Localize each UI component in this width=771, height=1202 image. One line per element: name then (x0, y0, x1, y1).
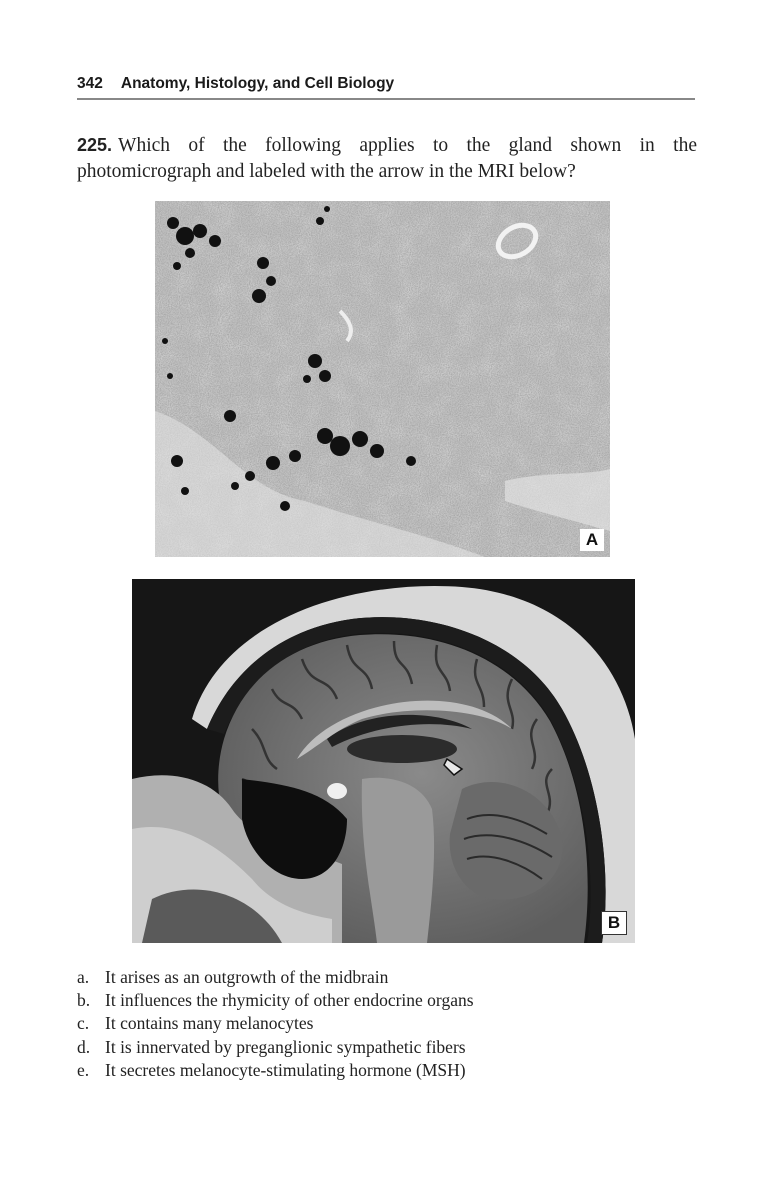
figure-a-label: A (580, 529, 604, 551)
mri-image (132, 579, 635, 943)
header-rule (77, 98, 695, 100)
option-letter: b. (77, 990, 91, 1011)
option-letter: e. (77, 1059, 90, 1080)
question-text: Which of the following applies to the gl… (77, 135, 697, 182)
option-text: It contains many melanocytes (105, 1013, 314, 1034)
photomicrograph-image (155, 201, 610, 557)
answer-option[interactable]: d. It is innervated by preganglionic sym… (77, 1036, 697, 1059)
answer-option[interactable]: b. It influences the rhymicity of other … (77, 989, 697, 1012)
answer-options: a. It arises as an outgrowth of the midb… (77, 966, 697, 1082)
option-text: It secretes melanocyte-stimulating hormo… (105, 1059, 466, 1080)
figure-b-label: B (601, 911, 627, 935)
option-text: It is innervated by preganglionic sympat… (105, 1036, 466, 1057)
chapter-title: Anatomy, Histology, and Cell Biology (120, 75, 395, 92)
option-letter: a. (77, 967, 90, 987)
mri-figure: B (132, 579, 635, 943)
answer-option[interactable]: a. It arises as an outgrowth of the midb… (77, 966, 697, 989)
option-letter: c. (77, 1013, 90, 1034)
answer-option[interactable]: c. It contains many melanocytes (77, 1012, 697, 1035)
option-text: It influences the rhymicity of other end… (105, 990, 474, 1011)
option-letter: d. (77, 1036, 91, 1057)
answer-option[interactable]: e. It secretes melanocyte-stimulating ho… (77, 1059, 697, 1082)
running-header: 342 Anatomy, Histology, and Cell Biology (77, 72, 695, 96)
question-stem: 225. Which of the following applies to th… (77, 132, 697, 185)
page-number: 342 (77, 75, 103, 92)
option-text: It arises as an outgrowth of the midbrai… (105, 967, 389, 987)
photomicrograph-figure: A (155, 201, 610, 557)
question-number: 225. (77, 135, 113, 155)
